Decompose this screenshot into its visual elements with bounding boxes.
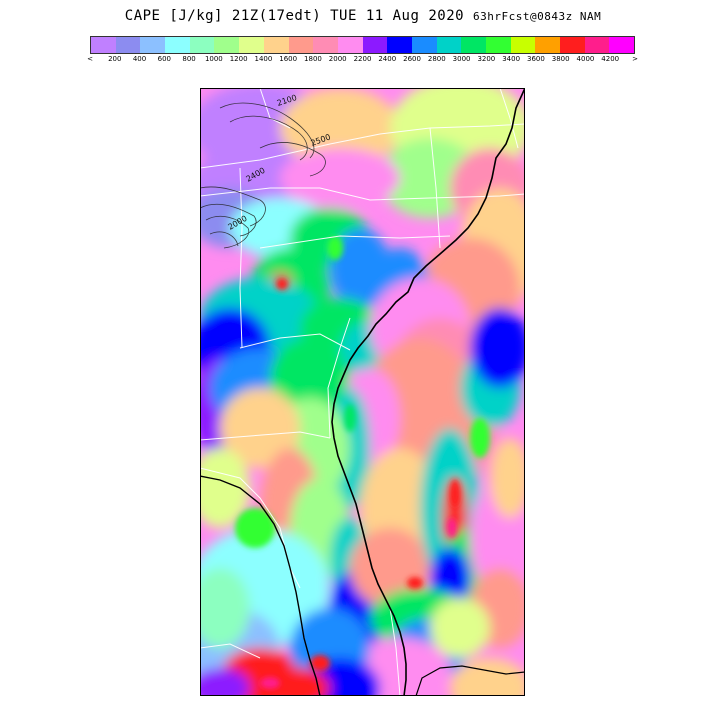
cape-detail-blob [447, 518, 457, 538]
cape-blob [350, 528, 430, 608]
colorbar-tick-label: 600 [157, 55, 171, 63]
colorbar-swatch [411, 37, 437, 53]
colorbar-tick-label: 400 [132, 55, 147, 63]
cape-blob [200, 568, 250, 648]
colorbar-swatch [115, 37, 141, 53]
cape-blob [280, 88, 400, 168]
colorbar-tick-label: 2600 [403, 55, 421, 63]
cape-blob [200, 448, 250, 528]
map-frame [200, 88, 525, 696]
cape-blob [220, 388, 300, 468]
cape-map-panel: 2100 2500 2400 2000 [200, 88, 525, 696]
colorbar-tick-label: 1000 [204, 55, 223, 63]
colorbar-tick-label: < [87, 55, 93, 63]
cape-field-blobs [200, 88, 525, 696]
cape-detail-blob [407, 577, 423, 589]
colorbar-swatch [91, 37, 116, 53]
coastline [331, 88, 525, 696]
colorbar-swatch [510, 37, 536, 53]
chart-title: CAPE [J/kg] 21Z(17edt) TUE 11 Aug 2020 6… [0, 8, 726, 24]
colorbar-tick-label: 2800 [427, 55, 446, 63]
cape-detail-blob [235, 508, 275, 548]
cape-blob [490, 438, 525, 518]
colorbar-swatch [535, 37, 561, 53]
colorbar-tick-label: 800 [182, 55, 196, 63]
colorbar-swatch [263, 37, 289, 53]
colorbar-swatch [387, 37, 412, 53]
cape-blob [470, 308, 525, 388]
colorbar-swatch [609, 37, 635, 53]
colorbar-tick-label: 3600 [526, 55, 545, 63]
colorbar-tick-label: 200 [108, 55, 122, 63]
colorbar-tick-label: 2000 [328, 55, 347, 63]
colorbar-swatch [288, 37, 314, 53]
colorbar-swatch [362, 37, 388, 53]
title-main: CAPE [J/kg] 21Z(17edt) TUE 11 Aug 2020 [124, 8, 465, 24]
cape-blob [270, 338, 350, 418]
colorbar-swatch [486, 37, 511, 53]
colorbar-tick-labels: <200 400 600 800 1000 1200 1400 1600 1800 2000 220… [87, 55, 638, 67]
cape-detail-blob [344, 404, 356, 432]
colorbar-swatch [140, 37, 166, 53]
colorbar-tick-label: 3400 [502, 55, 521, 63]
cape-field-details [235, 236, 490, 689]
colorbar-swatch [461, 37, 486, 53]
cape-detail-blob [450, 479, 460, 507]
coastline-west [200, 475, 321, 696]
colorbar-tick-label: 1200 [229, 55, 248, 63]
colorbar-swatch [239, 37, 264, 53]
colorbar-tick-label: 1400 [254, 55, 273, 63]
colorbar-tick-label: 3800 [551, 55, 570, 63]
colorbar-swatch [337, 37, 363, 53]
colorbar-tick-label: 3200 [477, 55, 496, 63]
state-boundaries [200, 88, 525, 696]
title-forecast-info: 63hrFcst@0843z NAM [473, 10, 602, 23]
colorbar-tick-label: 2400 [378, 55, 397, 63]
cape-field-map: 2100 2500 2400 2000 [200, 88, 525, 696]
cape-detail-blob [470, 418, 490, 458]
cape-contours [200, 102, 326, 249]
colorbar-swatch [584, 37, 610, 53]
colorbar-tick-label: 1600 [279, 55, 298, 63]
cape-colorbar [90, 36, 635, 54]
colorbar-swatch [165, 37, 190, 53]
colorbar-tick-label: 3000 [452, 55, 471, 63]
colorbar-tick-label: > [632, 55, 638, 63]
coastline-gulf [415, 665, 525, 696]
colorbar-swatch [560, 37, 585, 53]
colorbar-tick-label: 4000 [576, 55, 595, 63]
cape-detail-blob [327, 236, 343, 260]
cape-blob [200, 668, 250, 696]
cape-detail-blob [260, 677, 280, 689]
colorbar-swatch [214, 37, 240, 53]
colorbar-tick-label: 1800 [304, 55, 322, 63]
cape-blob [430, 598, 490, 658]
colorbar-swatch [313, 37, 338, 53]
cape-detail-blob [276, 278, 288, 290]
colorbar-swatch [189, 37, 215, 53]
colorbar-tick-label: 4200 [601, 55, 620, 63]
cape-blob [280, 148, 400, 208]
colorbar-tick-label: 2200 [353, 55, 372, 63]
cape-detail-blob [310, 655, 330, 671]
colorbar-swatch [436, 37, 462, 53]
